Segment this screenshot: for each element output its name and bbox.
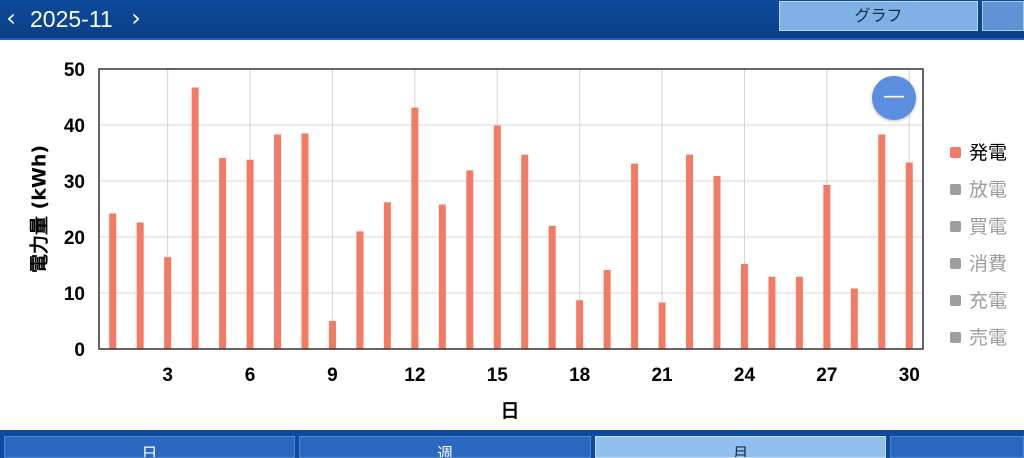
tab-day[interactable]: 日 <box>4 436 295 458</box>
secondary-view-button[interactable] <box>982 1 1024 31</box>
next-period-button[interactable]: › <box>125 4 147 32</box>
bar-day-19 <box>603 270 611 349</box>
x-tick-label: 6 <box>245 365 256 386</box>
plot-frame <box>98 68 924 350</box>
legend-swatch <box>950 258 961 269</box>
tab-week[interactable]: 週 <box>299 436 591 458</box>
bar-day-27 <box>823 184 831 349</box>
bar-day-8 <box>301 133 309 349</box>
legend-label: 充電 <box>969 290 1008 312</box>
y-tick-label: 0 <box>74 340 85 361</box>
period-label: 2025-11 <box>30 6 113 32</box>
legend-swatch <box>950 221 961 232</box>
bar-day-10 <box>356 231 364 349</box>
legend-item-charge[interactable]: 充電 <box>948 287 1024 315</box>
tab-month[interactable]: 月 <box>595 436 886 458</box>
bar-day-18 <box>576 300 584 349</box>
bar-day-2 <box>136 222 144 349</box>
y-tick-label: 20 <box>64 228 85 249</box>
bar-day-29 <box>878 134 886 349</box>
bar-day-16 <box>521 154 529 349</box>
y-axis-ticks: 0 10 20 30 40 50 <box>64 60 85 361</box>
legend-label: 放電 <box>969 179 1008 201</box>
x-tick-label: 9 <box>327 365 338 386</box>
legend-swatch <box>950 147 961 158</box>
graph-view-button[interactable]: グラフ <box>779 1 978 31</box>
legend-label: 売電 <box>969 327 1008 349</box>
bottom-tab-bar: 日 週 月 <box>0 430 1024 458</box>
bar-day-14 <box>466 170 474 349</box>
tab-extra[interactable] <box>890 436 1024 458</box>
top-bar: ‹ 2025-11 › グラフ <box>0 0 1024 40</box>
y-tick-label: 30 <box>64 172 85 193</box>
bar-day-12 <box>411 107 419 349</box>
x-tick-label: 21 <box>651 365 673 386</box>
legend-swatch <box>950 332 961 343</box>
x-tick-label: 12 <box>404 365 425 386</box>
minus-icon: — <box>883 84 905 109</box>
bar-day-13 <box>438 204 446 349</box>
collapse-legend-button[interactable]: — <box>872 76 916 120</box>
legend-swatch <box>950 184 961 195</box>
bar-day-4 <box>191 87 199 350</box>
bar-day-1 <box>109 213 117 349</box>
bar-day-3 <box>164 257 172 349</box>
y-tick-label: 40 <box>64 116 85 137</box>
x-tick-label: 3 <box>162 365 173 386</box>
bar-day-24 <box>740 263 748 349</box>
bar-day-23 <box>713 175 721 349</box>
prev-period-button[interactable]: ‹ <box>0 4 22 32</box>
bar-day-25 <box>768 276 776 349</box>
bar-day-30 <box>905 162 913 349</box>
bar-day-20 <box>631 163 639 349</box>
bar-day-28 <box>850 288 858 349</box>
chevron-left-icon: ‹ <box>6 4 16 32</box>
legend-item-generation[interactable]: 発電 <box>948 139 1024 167</box>
legend-item-discharge[interactable]: 放電 <box>948 176 1024 204</box>
x-tick-label: 27 <box>816 365 837 386</box>
x-tick-label: 30 <box>899 365 920 386</box>
y-tick-label: 50 <box>64 60 85 81</box>
y-tick-label: 10 <box>64 284 85 305</box>
bar-day-21 <box>658 302 666 349</box>
chart-bars <box>109 87 913 350</box>
bar-day-17 <box>548 225 556 349</box>
bar-day-26 <box>795 276 803 349</box>
x-tick-label: 24 <box>734 365 756 386</box>
bar-day-22 <box>686 154 694 349</box>
bar-day-11 <box>383 202 391 349</box>
legend-item-purchase[interactable]: 買電 <box>948 213 1024 241</box>
bar-day-7 <box>274 134 282 349</box>
legend-label: 消費 <box>969 253 1008 275</box>
bar-day-9 <box>328 321 336 349</box>
bar-day-6 <box>246 159 254 349</box>
legend-swatch <box>950 295 961 306</box>
legend-item-sale[interactable]: 売電 <box>948 324 1024 352</box>
chart-legend: 発電 放電 買電 消費 充電 売電 <box>948 139 1024 361</box>
bar-day-5 <box>219 158 227 349</box>
legend-label: 買電 <box>969 216 1008 238</box>
x-axis-label: 日 <box>500 400 519 422</box>
legend-label: 発電 <box>969 142 1008 164</box>
x-tick-label: 18 <box>569 365 590 386</box>
legend-item-consumption[interactable]: 消費 <box>948 250 1024 278</box>
x-tick-label: 15 <box>487 365 509 386</box>
chevron-right-icon: › <box>131 4 141 32</box>
x-axis-ticks: 3 6 9 12 15 18 21 24 27 30 <box>162 365 919 386</box>
y-axis-label: 電力量 (kWh) <box>28 145 51 273</box>
bar-day-15 <box>493 125 501 349</box>
